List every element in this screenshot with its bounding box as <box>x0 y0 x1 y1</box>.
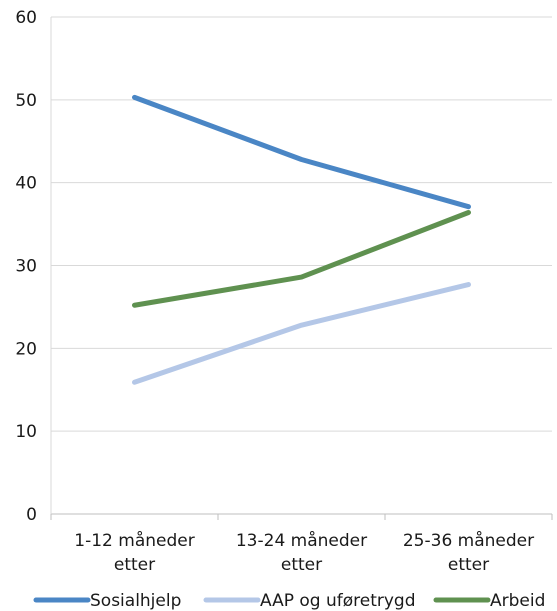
y-axis-tick-labels: 0 10 20 30 40 50 60 <box>15 8 37 525</box>
legend-item: Sosialhjelp <box>33 591 181 611</box>
y-tick-label: 30 <box>15 257 37 277</box>
x-category-label: 13-24 måneder etter <box>236 530 367 575</box>
legend-item: Arbeid <box>433 591 545 611</box>
y-tick-label: 60 <box>15 8 37 28</box>
x-category-label: 1-12 måneder etter <box>74 530 194 575</box>
series-line-sosialhjelp <box>132 94 471 210</box>
legend-label: AAP og uføretrygd <box>260 591 416 611</box>
series-line-arbeid <box>132 209 471 308</box>
legend-item: AAP og uføretrygd <box>203 591 416 611</box>
y-tick-label: 10 <box>15 422 37 442</box>
legend-label: Sosialhjelp <box>90 591 181 611</box>
y-tick-label: 20 <box>15 339 37 359</box>
series-line-aap-og-uføretrygd <box>132 282 471 385</box>
x-axis-category-labels: 1-12 måneder etter 13-24 måneder etter 25-36… <box>74 530 534 575</box>
y-tick-label: 50 <box>15 91 37 111</box>
x-category-label: 25-36 måneder etter <box>403 530 534 575</box>
y-tick-label: 0 <box>26 505 37 525</box>
series-lines <box>132 94 471 385</box>
gridlines <box>50 16 553 520</box>
y-tick-label: 40 <box>15 174 37 194</box>
legend-label: Arbeid <box>490 591 545 611</box>
legend: Sosialhjelp AAP og uføretrygd Arbeid <box>33 591 545 611</box>
